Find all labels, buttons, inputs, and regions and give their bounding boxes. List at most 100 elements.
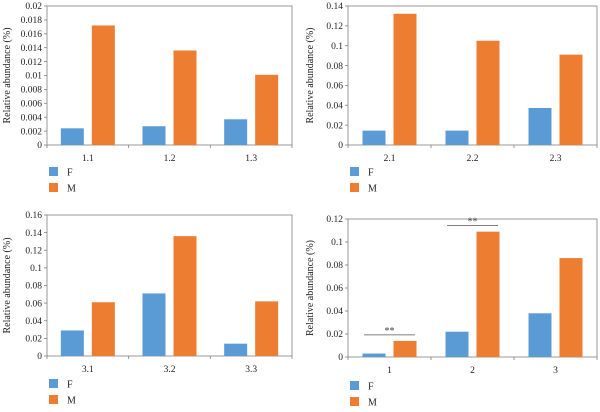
x-tick-label: 3.3 (245, 365, 257, 375)
legend-label-m: M (368, 398, 377, 409)
y-tick-label: 0.02 (25, 335, 42, 345)
y-tick-label: 0.12 (326, 22, 343, 32)
legend-label-m: M (67, 396, 76, 407)
plot-frame (347, 5, 598, 146)
bar-m-1.3 (255, 74, 279, 145)
bar-m-2.3 (559, 54, 583, 145)
legend-swatch-f (49, 379, 58, 388)
chart-panel-1: 0 0.002 0.004 0.006 0.008 0.01 0.012 0.014 0.016… (2, 2, 293, 195)
chart-panel-3: 0 0.02 0.04 0.06 0.08 0.1 0.12 0.14 0.16 Relative… (2, 211, 293, 407)
bar-m-2.1 (393, 13, 417, 145)
y-tick-label: 0.08 (326, 62, 343, 72)
bar-m-1.1 (91, 25, 115, 145)
legend-label-f: F (368, 168, 374, 179)
bar-m-2 (476, 231, 500, 357)
x-tick-label: 3.1 (82, 365, 94, 375)
x-tick-label: 1.3 (245, 154, 257, 164)
y-tick-label: 0 (338, 353, 343, 363)
y-tick-label: 0.014 (21, 44, 43, 54)
y-tick-label: 0.018 (21, 16, 43, 26)
bar-f-3.1 (60, 330, 84, 356)
y-tick-label: 0.06 (326, 82, 343, 92)
y-tick-label: 0.1 (331, 238, 343, 248)
y-tick-label: 0.02 (25, 2, 42, 12)
y-tick-label: 0.002 (21, 127, 43, 137)
y-tick-label: 0.016 (21, 30, 43, 40)
x-tick-label: 1.1 (82, 154, 94, 164)
bar-m-3.1 (91, 302, 115, 356)
y-axis-label: Relative abundance (%) (2, 237, 13, 333)
legend-swatch-m (49, 183, 58, 192)
bar-f-3.2 (142, 293, 166, 356)
bar-m-2.2 (476, 40, 500, 145)
legend-label-f: F (368, 382, 374, 393)
bar-f-3 (528, 313, 552, 357)
x-tick-label: 1 (387, 366, 392, 376)
plot-frame (347, 218, 598, 358)
y-tick-label: 0 (37, 352, 42, 362)
bar-f-2.1 (362, 130, 386, 145)
y-tick-label: 0.1 (331, 42, 343, 52)
y-tick-label: 0.08 (25, 282, 42, 292)
bar-f-3.3 (224, 343, 248, 356)
x-tick-label: 2.3 (550, 154, 562, 164)
x-tick-label: 1.2 (164, 154, 176, 164)
y-tick-label: 0.04 (326, 101, 343, 111)
y-tick-label: 0.02 (326, 330, 343, 340)
legend-swatch-m (350, 183, 359, 192)
y-tick-label: 0 (37, 141, 42, 151)
legend-swatch-f (49, 167, 58, 176)
x-tick-label: 3.2 (164, 365, 176, 375)
chart-panel-4: 0 0.02 0.04 0.06 0.08 0.1 0.12 Relative abundan… (305, 215, 598, 409)
legend-swatch-m (49, 395, 58, 404)
y-tick-label: 0.004 (21, 113, 43, 123)
legend-swatch-m (350, 397, 359, 406)
y-tick-label: 0.1 (30, 264, 42, 274)
legend-label-f: F (67, 168, 73, 179)
chart-panel-2: 0 0.02 0.04 0.06 0.08 0.1 0.12 0.14 Relative abu… (305, 2, 598, 195)
y-tick-label: 0.012 (21, 58, 43, 68)
y-tick-label: 0.12 (326, 215, 343, 225)
y-tick-label: 0.12 (25, 246, 42, 256)
y-tick-label: 0 (338, 141, 343, 151)
bar-f-1.2 (142, 126, 166, 145)
x-tick-label: 2.2 (467, 154, 479, 164)
legend-label-m: M (67, 184, 76, 195)
y-tick-label: 0.02 (326, 121, 343, 131)
x-tick-label: 2.1 (384, 154, 396, 164)
legend-label-m: M (368, 184, 377, 195)
significance-label: ** (385, 326, 395, 337)
y-tick-label: 0.06 (25, 299, 42, 309)
legend-label-f: F (67, 380, 73, 391)
bar-f-1.1 (60, 128, 84, 145)
y-tick-label: 0.06 (326, 284, 343, 294)
y-axis-label: Relative abundance (%) (305, 240, 316, 336)
bar-m-1.2 (173, 50, 197, 146)
bar-f-2.2 (445, 130, 469, 145)
significance-label: ** (468, 217, 478, 228)
plot-frame (46, 5, 293, 146)
y-tick-label: 0.16 (25, 211, 42, 221)
bar-f-2.3 (528, 107, 552, 145)
y-tick-label: 0.14 (326, 2, 343, 12)
y-tick-label: 0.14 (25, 229, 42, 239)
x-tick-label: 2 (470, 366, 475, 376)
y-axis-label: Relative abundance (%) (305, 27, 316, 123)
plot-frame (46, 214, 293, 357)
y-tick-label: 0.04 (25, 317, 42, 327)
bar-m-3.3 (255, 301, 279, 356)
x-tick-label: 3 (553, 366, 558, 376)
y-tick-label: 0.008 (21, 86, 43, 96)
bar-m-3.2 (173, 236, 197, 356)
y-tick-label: 0.01 (25, 72, 42, 82)
y-tick-label: 0.08 (326, 261, 343, 271)
bar-f-1 (362, 353, 386, 357)
bar-m-3 (559, 258, 583, 357)
legend-swatch-f (350, 381, 359, 390)
y-tick-label: 0.006 (21, 100, 43, 110)
bar-f-1.3 (224, 119, 248, 145)
y-axis-label: Relative abundance (%) (2, 27, 13, 123)
legend-swatch-f (350, 167, 359, 176)
bar-m-1 (393, 340, 417, 357)
